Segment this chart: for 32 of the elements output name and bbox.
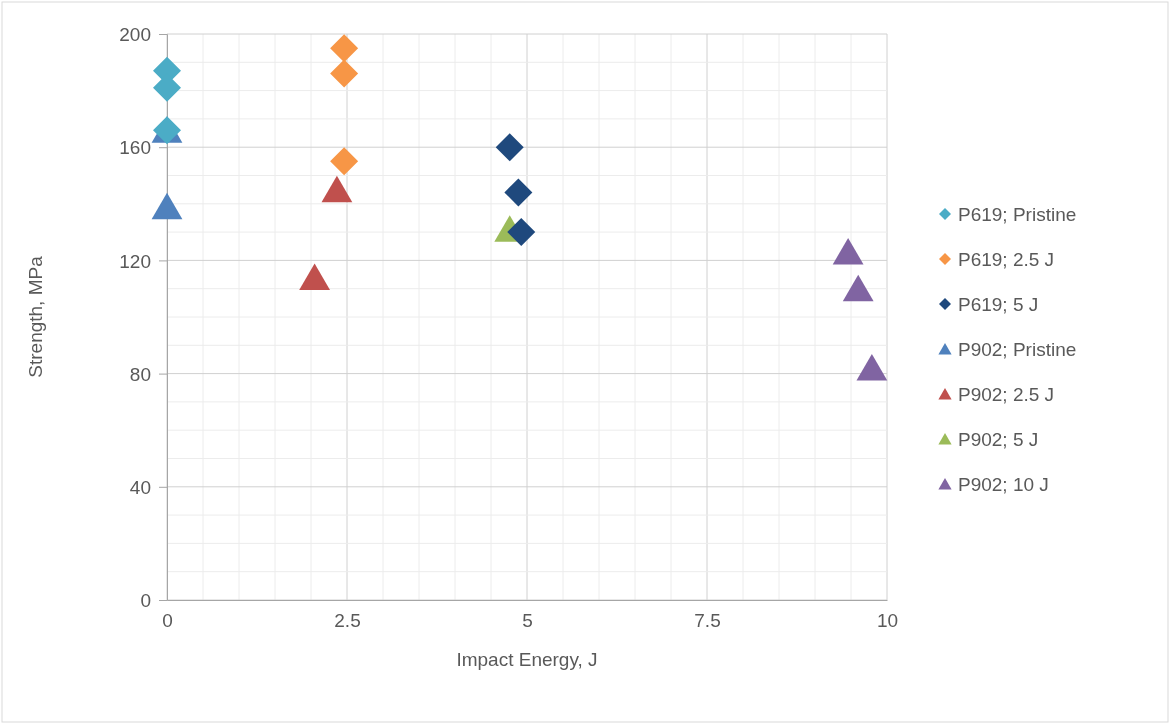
legend-label: P902; 2.5 J bbox=[958, 383, 1055, 405]
y-tick-label: 120 bbox=[119, 250, 151, 272]
legend-label: P619; 5 J bbox=[958, 293, 1039, 315]
point bbox=[832, 237, 864, 265]
point bbox=[856, 353, 888, 381]
x-tick-label: 2.5 bbox=[334, 610, 361, 632]
x-tick-label: 0 bbox=[162, 610, 173, 632]
point bbox=[504, 178, 533, 207]
y-tick-label: 80 bbox=[129, 363, 151, 385]
point bbox=[842, 274, 874, 302]
point bbox=[321, 175, 353, 203]
y-axis-title: Strength, MPa bbox=[25, 255, 46, 378]
x-tick-label: 10 bbox=[876, 610, 899, 632]
legend-label: P619; Pristine bbox=[958, 203, 1077, 225]
y-tick-label: 0 bbox=[140, 590, 151, 612]
point bbox=[330, 34, 359, 63]
point bbox=[330, 147, 359, 176]
legend-label: P619; 2.5 J bbox=[958, 248, 1055, 270]
point bbox=[507, 218, 536, 247]
x-tick-label: 5 bbox=[522, 610, 533, 632]
x-tick-label: 7.5 bbox=[694, 610, 721, 632]
legend-label: P902; 10 J bbox=[958, 473, 1049, 495]
point bbox=[151, 192, 183, 220]
point bbox=[299, 263, 330, 290]
y-tick-label: 160 bbox=[119, 137, 151, 159]
point bbox=[495, 133, 524, 162]
legend-label: P902; Pristine bbox=[958, 338, 1077, 360]
legend-label: P902; 5 J bbox=[958, 428, 1039, 450]
y-tick-label: 200 bbox=[119, 24, 151, 46]
y-tick-label: 40 bbox=[129, 476, 151, 498]
point bbox=[330, 59, 359, 88]
x-axis-title: Impact Energy, J bbox=[456, 649, 598, 670]
